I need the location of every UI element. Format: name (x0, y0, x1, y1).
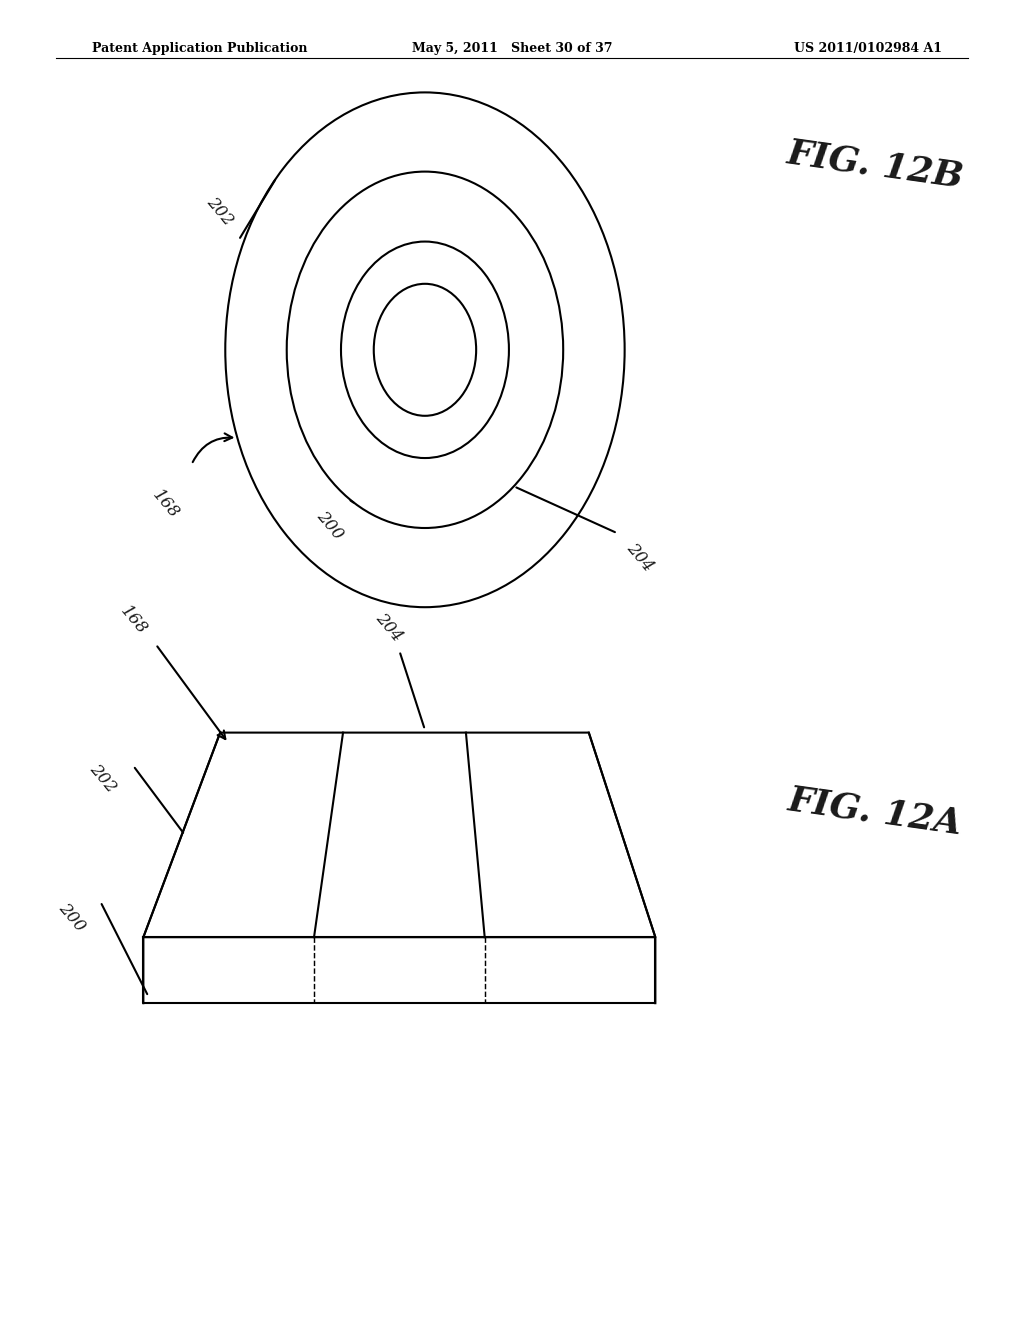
Text: May 5, 2011   Sheet 30 of 37: May 5, 2011 Sheet 30 of 37 (412, 42, 612, 55)
Text: Patent Application Publication: Patent Application Publication (92, 42, 307, 55)
Text: 202: 202 (204, 194, 237, 228)
Text: FIG. 12B: FIG. 12B (785, 136, 966, 194)
Text: US 2011/0102984 A1: US 2011/0102984 A1 (794, 42, 942, 55)
Text: 200: 200 (55, 900, 88, 935)
Text: FIG. 12A: FIG. 12A (786, 783, 965, 841)
Text: 204: 204 (624, 540, 656, 574)
Text: 200: 200 (313, 508, 346, 543)
Text: 202: 202 (86, 762, 119, 796)
Text: 204: 204 (373, 610, 406, 644)
Text: 168: 168 (150, 487, 182, 521)
Text: 168: 168 (117, 603, 150, 638)
